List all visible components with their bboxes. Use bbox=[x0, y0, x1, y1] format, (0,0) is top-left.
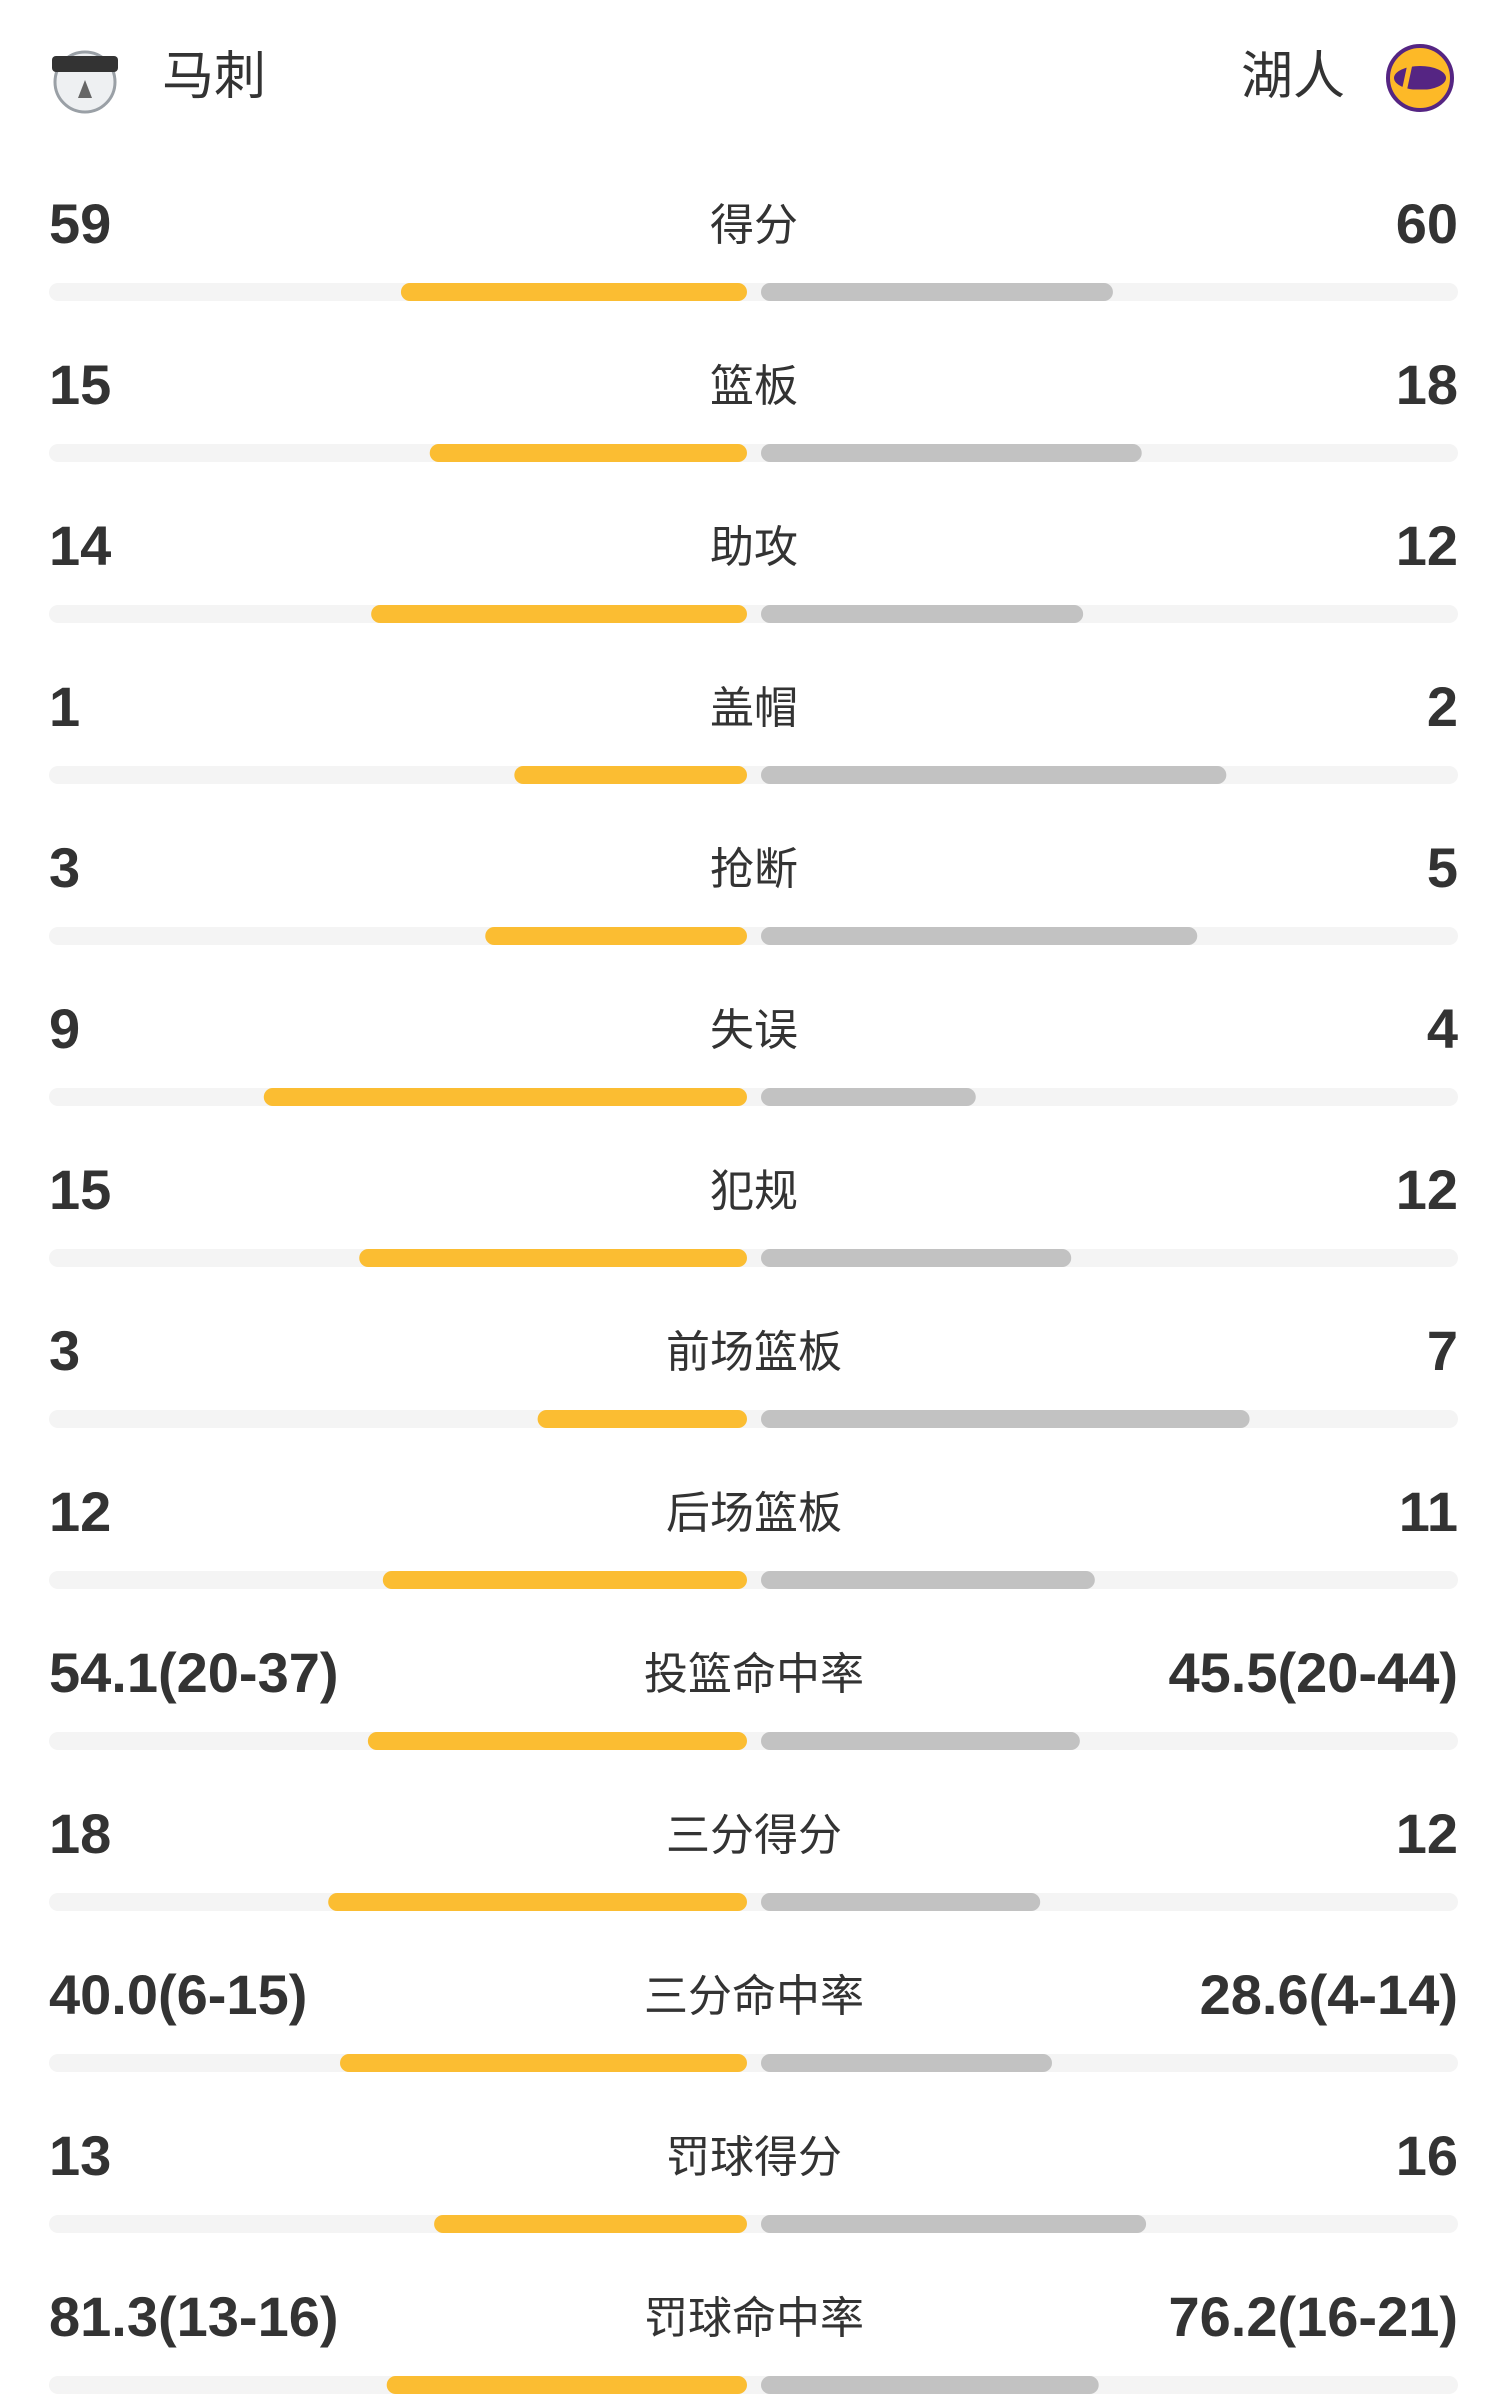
bar-track bbox=[49, 1249, 1458, 1267]
home-bar bbox=[485, 927, 747, 945]
stat-label: 罚球命中率 bbox=[644, 2293, 864, 2344]
stat-label: 助攻 bbox=[710, 522, 798, 573]
home-bar bbox=[367, 1732, 747, 1750]
home-bar bbox=[263, 1088, 747, 1106]
home-bar bbox=[429, 444, 747, 462]
away-bar bbox=[761, 1893, 1041, 1911]
stat-label: 盖帽 bbox=[710, 683, 798, 734]
home-value: 81.3(13-16) bbox=[49, 2285, 339, 2348]
home-value: 18 bbox=[49, 1802, 111, 1865]
home-value: 40.0(6-15) bbox=[49, 1963, 307, 2026]
away-bar bbox=[761, 1571, 1095, 1589]
away-value: 16 bbox=[1396, 2124, 1458, 2187]
bar-track bbox=[49, 605, 1458, 623]
home-team: 马刺 bbox=[162, 47, 266, 107]
home-bar bbox=[340, 2054, 747, 2072]
bar-track bbox=[49, 927, 1458, 945]
away-value: 45.5(20-44) bbox=[1168, 1641, 1458, 1704]
home-value: 59 bbox=[49, 192, 111, 255]
home-bar bbox=[371, 605, 747, 623]
home-value: 9 bbox=[49, 997, 80, 1060]
away-value: 5 bbox=[1427, 836, 1458, 899]
home-bar bbox=[328, 1893, 747, 1911]
home-value: 3 bbox=[49, 1319, 80, 1382]
away-bar bbox=[761, 2215, 1147, 2233]
away-value: 12 bbox=[1396, 514, 1458, 577]
stat-label: 篮板 bbox=[710, 361, 798, 412]
home-bar bbox=[382, 1571, 747, 1589]
away-value: 12 bbox=[1396, 1158, 1458, 1221]
away-bar bbox=[761, 2376, 1099, 2394]
away-value: 11 bbox=[1399, 1480, 1458, 1543]
stat-label: 罚球得分 bbox=[666, 2132, 842, 2183]
bar-track bbox=[49, 2215, 1458, 2233]
away-bar bbox=[761, 605, 1084, 623]
bar-track bbox=[49, 1571, 1458, 1589]
home-value: 13 bbox=[49, 2124, 111, 2187]
home-value: 15 bbox=[49, 353, 111, 416]
stat-label: 投篮命中率 bbox=[644, 1649, 864, 1700]
away-bar bbox=[761, 1088, 976, 1106]
away-bar bbox=[761, 927, 1198, 945]
lakers-logo bbox=[1386, 44, 1454, 112]
spurs-logo bbox=[52, 50, 118, 114]
bar-track bbox=[49, 2376, 1458, 2394]
away-bar bbox=[761, 283, 1113, 301]
home-bar bbox=[514, 766, 747, 784]
away-value: 2 bbox=[1427, 675, 1458, 738]
bar-track bbox=[49, 766, 1458, 784]
home-value: 14 bbox=[49, 514, 111, 577]
home-value: 1 bbox=[49, 675, 80, 738]
bar-track bbox=[49, 444, 1458, 462]
home-value: 54.1(20-37) bbox=[49, 1641, 339, 1704]
stat-label: 失误 bbox=[710, 1005, 798, 1056]
away-bar bbox=[761, 1410, 1250, 1428]
away-value: 60 bbox=[1396, 192, 1458, 255]
home-bar bbox=[386, 2376, 747, 2394]
stat-label: 犯规 bbox=[710, 1166, 798, 1217]
stat-label: 得分 bbox=[710, 200, 798, 251]
away-value: 12 bbox=[1396, 1802, 1458, 1865]
stat-label: 抢断 bbox=[710, 844, 798, 895]
bar-track bbox=[49, 2054, 1458, 2072]
away-bar bbox=[761, 1732, 1080, 1750]
stat-label: 三分得分 bbox=[666, 1810, 842, 1861]
away-bar bbox=[761, 1249, 1072, 1267]
away-value: 7 bbox=[1427, 1319, 1458, 1382]
bar-track bbox=[49, 1088, 1458, 1106]
home-value: 15 bbox=[49, 1158, 111, 1221]
away-value: 28.6(4-14) bbox=[1200, 1963, 1458, 2026]
home-bar bbox=[400, 283, 747, 301]
home-bar bbox=[434, 2215, 747, 2233]
stat-label: 后场篮板 bbox=[666, 1488, 842, 1539]
away-bar bbox=[761, 2054, 1053, 2072]
away-value: 4 bbox=[1427, 997, 1458, 1060]
bar-track bbox=[49, 1893, 1458, 1911]
bar-track bbox=[49, 1732, 1458, 1750]
away-value: 76.2(16-21) bbox=[1168, 2285, 1458, 2348]
home-value: 3 bbox=[49, 836, 80, 899]
away-team: 湖人 bbox=[1241, 47, 1345, 107]
home-value: 12 bbox=[49, 1480, 111, 1543]
stat-label: 前场篮板 bbox=[666, 1327, 842, 1378]
stat-label: 三分命中率 bbox=[644, 1971, 864, 2022]
away-bar bbox=[761, 766, 1227, 784]
away-value: 18 bbox=[1396, 353, 1458, 416]
home-bar bbox=[359, 1249, 747, 1267]
bar-track bbox=[49, 283, 1458, 301]
home-bar bbox=[537, 1410, 747, 1428]
away-bar bbox=[761, 444, 1142, 462]
